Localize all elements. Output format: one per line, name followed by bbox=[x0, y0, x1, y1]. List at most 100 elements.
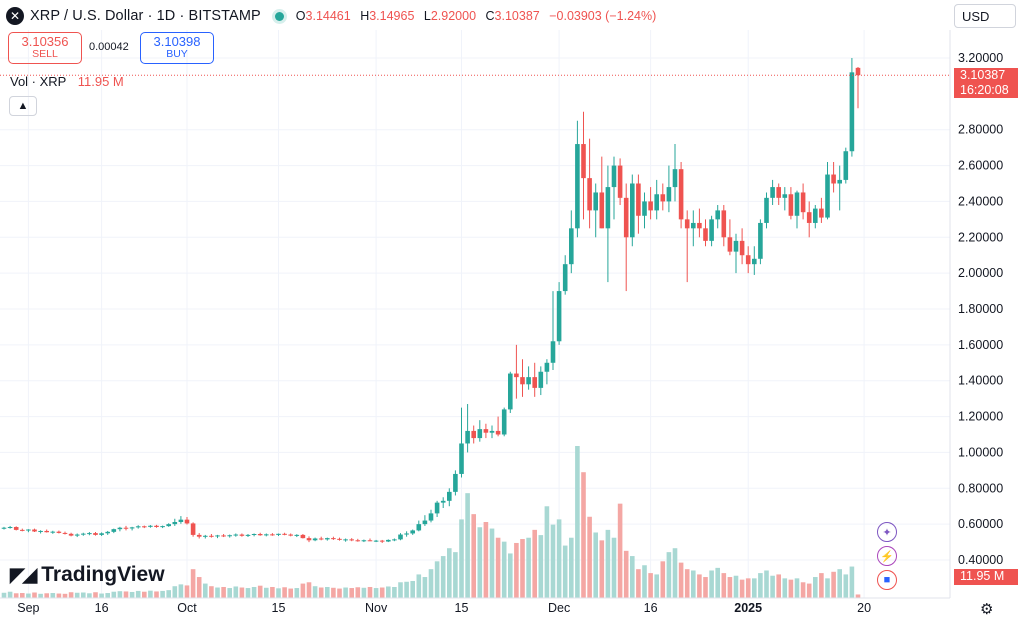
candle-body bbox=[715, 210, 720, 220]
volume-bar bbox=[630, 556, 635, 598]
candle-body bbox=[160, 526, 165, 528]
candle-body bbox=[148, 525, 153, 527]
candle-body bbox=[800, 192, 806, 213]
volume-bar bbox=[26, 593, 31, 598]
collapse-legend-button[interactable]: ▲ bbox=[9, 96, 37, 116]
candle-body bbox=[642, 201, 647, 216]
volume-bar bbox=[806, 583, 812, 598]
candle-body bbox=[7, 527, 13, 529]
volume-bar bbox=[678, 562, 684, 598]
symbol-header: ✕ XRP / U.S. Dollar · 1D · BITSTAMP O3.1… bbox=[6, 4, 656, 28]
lightning-icon[interactable]: ⚡ bbox=[877, 546, 897, 566]
volume-bar bbox=[282, 587, 287, 598]
candle-body bbox=[62, 532, 68, 534]
volume-bar bbox=[849, 566, 855, 598]
volume-bar bbox=[599, 540, 605, 598]
tradingview-logo[interactable]: ◤◢ TradingView bbox=[10, 563, 165, 587]
candle-body bbox=[831, 174, 836, 184]
volume-bar bbox=[239, 587, 245, 598]
sell-price: 3.10356 bbox=[21, 34, 69, 49]
buy-label: BUY bbox=[166, 48, 188, 60]
volume-bar bbox=[349, 588, 354, 598]
candle-body bbox=[514, 373, 519, 378]
volume-bar bbox=[325, 586, 330, 598]
volume-bar bbox=[819, 573, 824, 598]
volume-bar bbox=[81, 592, 86, 598]
sparkle-icon[interactable]: ✦ bbox=[877, 522, 897, 542]
candle-body bbox=[684, 219, 690, 229]
candle-body bbox=[806, 212, 812, 223]
volume-bar bbox=[666, 552, 672, 598]
volume-bar bbox=[642, 565, 647, 598]
candle-body bbox=[471, 430, 476, 439]
candle-body bbox=[379, 540, 385, 542]
volume-bar bbox=[532, 529, 537, 598]
candle-body bbox=[605, 187, 611, 229]
gear-icon[interactable]: ⚙ bbox=[980, 601, 994, 618]
volume-bar bbox=[148, 590, 153, 598]
candle-body bbox=[276, 533, 281, 535]
candle-body bbox=[245, 534, 251, 536]
buy-price: 3.10398 bbox=[153, 34, 201, 49]
volume-bar bbox=[257, 585, 263, 598]
sell-button[interactable]: 3.10356 SELL bbox=[8, 32, 82, 64]
candle-body bbox=[196, 534, 202, 537]
candle-body bbox=[727, 237, 733, 252]
us-flag-icon[interactable]: ■ bbox=[877, 570, 897, 590]
x-tick-label: Sep bbox=[17, 601, 39, 615]
candle-body bbox=[44, 530, 49, 533]
volume-bar bbox=[691, 570, 696, 598]
candle-body bbox=[142, 526, 147, 528]
volume-legend[interactable]: Vol · XRP 11.95 M bbox=[10, 74, 124, 89]
volume-bar bbox=[1, 592, 7, 598]
currency-selector[interactable]: USD bbox=[954, 4, 1016, 28]
candle-body bbox=[129, 527, 135, 529]
candle-body bbox=[227, 535, 232, 537]
volume-bar bbox=[617, 503, 623, 598]
candle-body bbox=[593, 192, 598, 211]
volume-bar bbox=[404, 581, 409, 598]
candle-body bbox=[556, 291, 562, 342]
candle-body bbox=[154, 525, 159, 528]
tradingview-wordmark: TradingView bbox=[41, 563, 165, 586]
y-tick-label: 2.60000 bbox=[958, 159, 1003, 173]
y-tick-label: 0.40000 bbox=[958, 553, 1003, 567]
candle-body bbox=[532, 377, 537, 388]
candle-body bbox=[392, 539, 397, 541]
volume-bar bbox=[178, 584, 184, 598]
volume-bar bbox=[227, 588, 232, 598]
candle-body bbox=[459, 443, 464, 474]
volume-bar bbox=[312, 586, 318, 598]
candle-body bbox=[312, 538, 318, 541]
candle-body bbox=[93, 533, 98, 535]
volume-bar bbox=[117, 591, 123, 598]
y-tick-label: 1.00000 bbox=[958, 445, 1003, 459]
buy-button[interactable]: 3.10398 BUY bbox=[140, 32, 214, 64]
volume-bar bbox=[770, 575, 775, 598]
candle-body bbox=[68, 533, 74, 536]
volume-bar bbox=[477, 527, 483, 598]
candle-body bbox=[745, 255, 751, 265]
symbol-title[interactable]: XRP / U.S. Dollar · 1D · BITSTAMP bbox=[30, 8, 261, 24]
candle-body bbox=[410, 530, 415, 534]
volume-bar bbox=[367, 586, 373, 598]
candle-body bbox=[209, 535, 214, 537]
candle-body bbox=[672, 169, 678, 188]
candle-body bbox=[172, 521, 178, 525]
volume-bar bbox=[501, 541, 507, 598]
sell-label: SELL bbox=[32, 48, 58, 60]
candle-body bbox=[87, 533, 92, 535]
candle-body bbox=[776, 187, 781, 198]
y-tick-label: 0.80000 bbox=[958, 481, 1003, 495]
candle-body bbox=[550, 341, 556, 363]
volume-legend-label: Vol · XRP bbox=[10, 74, 67, 89]
axes: 3.20000 2.80000 2.60000 2.40000 2.20000 2.000… bbox=[0, 30, 1003, 615]
candle-body bbox=[349, 539, 354, 541]
candle-body bbox=[325, 538, 330, 540]
volume-bar bbox=[623, 550, 629, 598]
volume-bar bbox=[794, 578, 800, 598]
volume-bar bbox=[245, 588, 251, 598]
candle-body bbox=[270, 534, 275, 536]
volume-bar bbox=[562, 545, 568, 598]
